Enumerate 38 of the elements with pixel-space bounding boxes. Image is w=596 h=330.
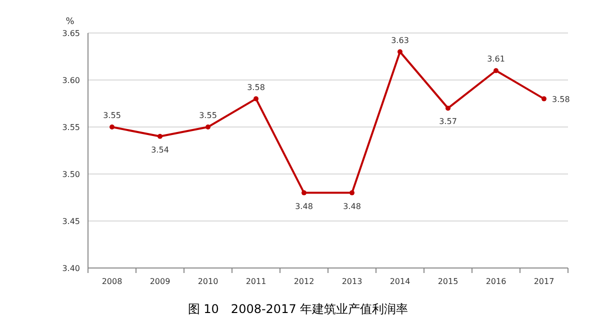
y-tick-label: 3.60 <box>62 76 80 85</box>
x-tick-label: 2010 <box>198 277 218 286</box>
x-tick-label: 2014 <box>390 277 410 286</box>
x-tick-label: 2012 <box>294 277 314 286</box>
x-tick-label: 2009 <box>150 277 170 286</box>
y-axis-title: % <box>66 17 75 27</box>
y-tick-label: 3.45 <box>62 217 80 226</box>
x-tick-label: 2017 <box>534 277 554 286</box>
data-label: 3.58 <box>552 94 570 104</box>
data-label: 3.48 <box>343 202 361 211</box>
data-label: 3.63 <box>391 36 409 45</box>
point <box>110 124 114 130</box>
data-label: 3.55 <box>199 111 217 120</box>
point <box>542 96 546 102</box>
data-label: 3.58 <box>247 82 265 92</box>
point <box>158 134 162 139</box>
y-tick-label: 3.55 <box>62 123 80 132</box>
x-tick-label: 2013 <box>342 277 362 286</box>
point <box>494 68 498 74</box>
point <box>350 190 354 196</box>
point <box>446 106 450 111</box>
x-tick-label: 2015 <box>438 277 458 286</box>
y-tick-label: 3.40 <box>62 264 80 273</box>
x-tick-label: 2011 <box>246 277 266 286</box>
data-label: 3.54 <box>151 145 169 154</box>
point <box>398 49 402 54</box>
data-label: 3.57 <box>439 117 457 126</box>
x-tick-label: 2016 <box>486 277 506 286</box>
y-tick-label: 3.65 <box>62 29 80 38</box>
data-label: 3.61 <box>487 54 505 64</box>
point <box>206 124 210 130</box>
data-label: 3.48 <box>295 202 313 211</box>
point <box>302 190 306 196</box>
x-tick-label: 2008 <box>102 277 122 286</box>
point <box>254 96 258 102</box>
data-label: 3.55 <box>103 111 121 120</box>
text: 图 10 2008-2017 年建筑业产值利润率 <box>188 302 408 316</box>
y-tick-label: 3.50 <box>62 170 80 179</box>
